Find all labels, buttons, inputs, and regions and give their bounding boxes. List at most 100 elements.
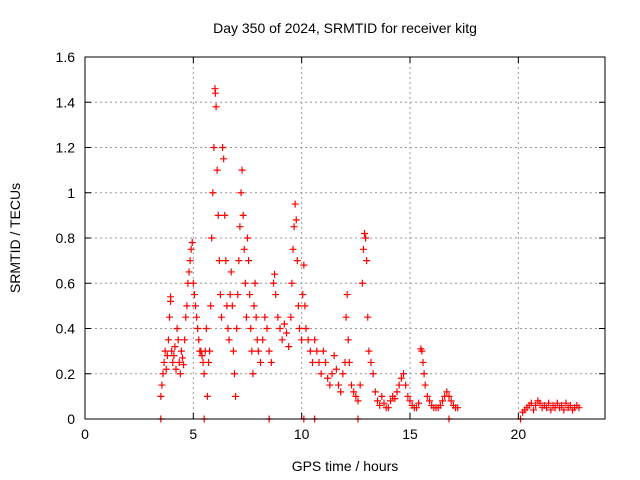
data-point (387, 397, 394, 405)
data-point (162, 365, 170, 373)
data-point (374, 397, 381, 405)
data-point (361, 229, 368, 237)
data-point (195, 336, 203, 344)
axis-ticks: 0 5 10 15 20 0 0.2 0.4 0.6 0.8 1 1.2 1.4 1.6 (56, 49, 605, 442)
data-point (359, 245, 367, 253)
data-point (164, 336, 172, 344)
data-point (183, 302, 191, 310)
data-point (418, 347, 426, 355)
data-point (553, 399, 561, 407)
data-point (176, 370, 184, 378)
data-point (219, 144, 227, 151)
data-point (404, 392, 412, 400)
data-point (527, 399, 535, 407)
y-tick-label: 0.2 (56, 366, 76, 382)
data-point (402, 381, 410, 389)
data-point (169, 358, 177, 366)
data-point (233, 325, 241, 332)
data-point (292, 216, 300, 224)
data-point (231, 370, 238, 378)
x-tick-label: 5 (189, 426, 197, 442)
data-point (290, 223, 298, 231)
data-point (330, 352, 338, 360)
data-point (285, 343, 293, 351)
data-point (547, 406, 555, 414)
data-point (220, 155, 228, 163)
data-point (250, 302, 258, 310)
data-point (337, 388, 345, 396)
data-point (237, 189, 245, 197)
data-point (380, 399, 388, 407)
data-point (240, 245, 248, 253)
x-tick-label: 0 (81, 426, 89, 442)
data-point (566, 401, 574, 409)
y-tick-label: 0.8 (56, 230, 76, 246)
data-point (300, 261, 308, 269)
y-tick-label: 0.4 (56, 321, 76, 337)
x-tick-label: 20 (511, 426, 527, 442)
data-point (326, 381, 334, 389)
data-point (271, 270, 279, 278)
data-point (166, 313, 173, 321)
data-point (242, 313, 250, 321)
data-point (278, 336, 286, 344)
data-point (304, 336, 312, 344)
data-point (221, 211, 229, 219)
data-point (216, 291, 224, 299)
data-point (270, 279, 277, 287)
data-point (345, 358, 353, 366)
data-point (211, 89, 219, 97)
data-point (182, 313, 190, 321)
data-point (413, 404, 420, 412)
data-point (171, 343, 179, 351)
data-point (335, 381, 342, 389)
data-point (158, 381, 166, 389)
data-point (214, 211, 222, 219)
data-point (343, 291, 351, 299)
data-point (157, 392, 165, 400)
data-point (173, 325, 181, 332)
data-point (420, 370, 428, 378)
data-point (205, 358, 212, 366)
data-point (218, 313, 225, 321)
data-point (560, 406, 568, 414)
data-point (288, 279, 296, 287)
data-point (267, 358, 275, 366)
data-point (283, 329, 290, 337)
data-point (232, 392, 240, 400)
data-point (194, 325, 202, 332)
data-point (439, 397, 446, 405)
data-point (228, 302, 236, 310)
data-point (235, 257, 243, 265)
data-point (332, 365, 340, 373)
data-point (252, 313, 260, 321)
data-point (362, 234, 370, 242)
data-point (393, 388, 401, 396)
data-point (254, 347, 262, 355)
data-point (354, 397, 362, 405)
data-point (363, 257, 371, 265)
data-point (159, 370, 167, 378)
data-point (530, 406, 537, 414)
data-point (397, 374, 405, 382)
data-point (168, 347, 176, 355)
data-point (276, 325, 284, 332)
data-point (212, 103, 220, 111)
data-point (371, 388, 379, 396)
data-point (209, 189, 217, 197)
data-point (177, 347, 185, 355)
data-point (206, 347, 214, 355)
data-point (344, 336, 352, 344)
data-point (198, 352, 206, 360)
data-point (265, 347, 273, 355)
data-point (562, 399, 570, 407)
data-point (187, 245, 195, 253)
y-tick-label: 0 (67, 411, 75, 427)
data-point (421, 381, 429, 389)
data-point (263, 325, 271, 332)
data-point (180, 361, 188, 369)
data-point (306, 347, 314, 355)
data-point (244, 234, 251, 242)
data-point (298, 336, 306, 344)
